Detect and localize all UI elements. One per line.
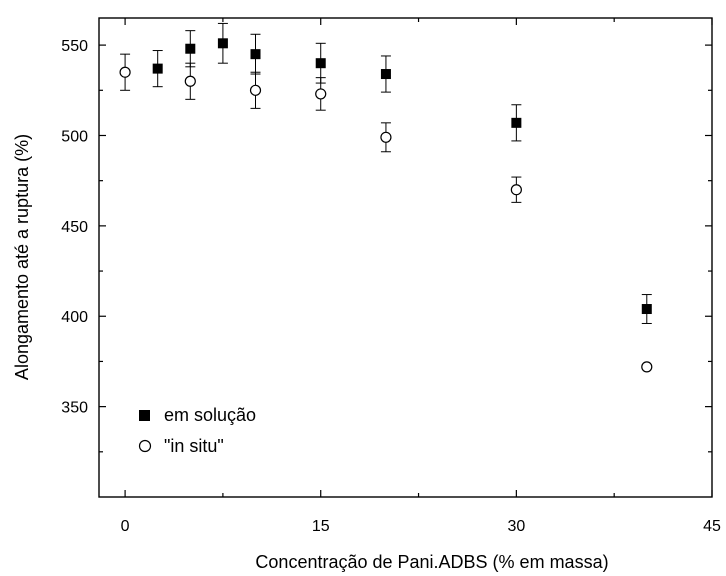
data-point-in-situ (184, 75, 196, 87)
data-point-em-solucao (152, 63, 163, 74)
axis-tick-labels: 0 15 30 45 350 400 450 500 550 (61, 38, 721, 535)
data-point-em-solucao (185, 43, 196, 54)
data-point-em-solucao (511, 117, 522, 128)
y-tick-label: 350 (61, 400, 88, 417)
y-tick-label: 400 (61, 309, 88, 326)
data-point-em-solucao (217, 38, 228, 49)
data-point-in-situ (119, 66, 131, 78)
data-point-em-solucao (250, 49, 261, 60)
y-tick-label: 550 (61, 38, 88, 55)
legend: em solução "in situ" (138, 405, 256, 456)
data-point-em-solucao (641, 304, 652, 315)
data-point-in-situ (641, 361, 653, 373)
y-tick-label: 500 (61, 128, 88, 145)
y-tick-label: 450 (61, 219, 88, 236)
data-marks (119, 22, 653, 373)
plot-frame (98, 17, 713, 498)
data-point-in-situ (510, 184, 522, 196)
x-tick-label: 0 (121, 518, 130, 535)
legend-symbol-em-solucao (139, 410, 150, 421)
axis-ticks (99, 18, 713, 497)
data-point-in-situ (315, 88, 327, 100)
data-point-em-solucao (315, 58, 326, 69)
legend-label-in-situ: "in situ" (164, 436, 224, 456)
data-point-in-situ (249, 84, 262, 96)
x-tick-label: 15 (312, 518, 330, 535)
y-axis-label: Alongamento até a ruptura (%) (12, 134, 32, 380)
legend-symbol-in-situ (138, 439, 152, 453)
data-point-em-solucao (380, 69, 391, 80)
x-axis-label: Concentração de Pani.ADBS (% em massa) (255, 552, 608, 572)
data-point-in-situ (380, 131, 392, 143)
x-tick-label: 30 (507, 518, 525, 535)
x-tick-label: 45 (703, 518, 721, 535)
legend-label-em-solucao: em solução (164, 405, 256, 425)
